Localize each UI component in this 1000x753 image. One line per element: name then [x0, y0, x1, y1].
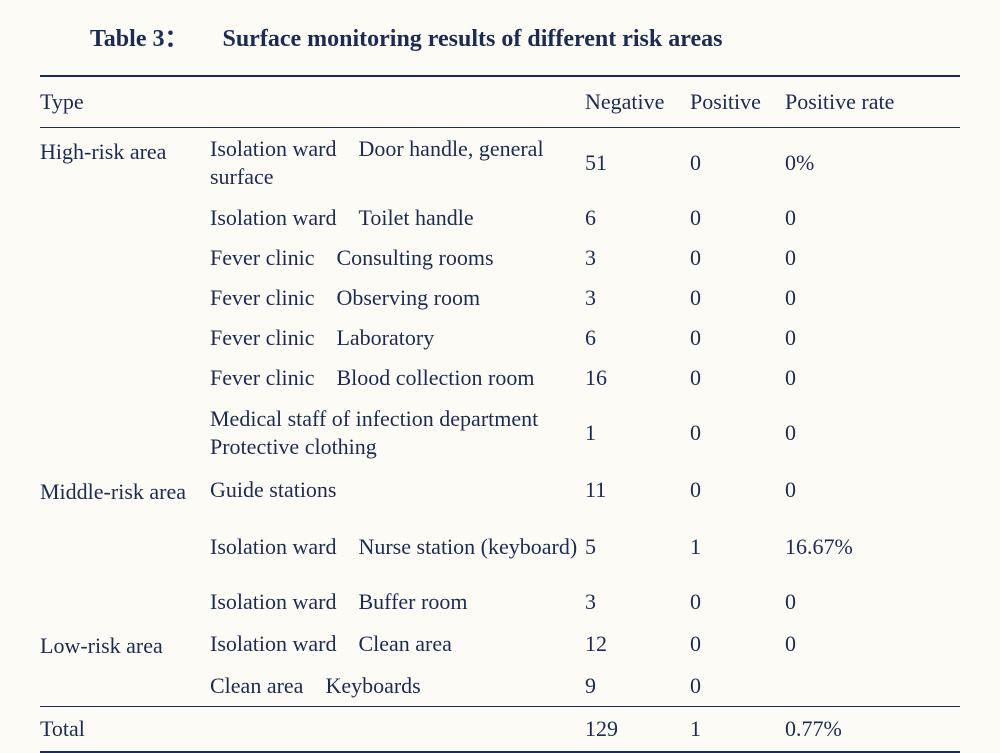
- table-caption: Surface monitoring results of different …: [194, 26, 722, 53]
- table-row: Isolation wardBuffer room300: [40, 582, 960, 622]
- cell-desc: Fever clinicConsulting rooms: [210, 238, 585, 278]
- total-positive: 1: [690, 707, 785, 753]
- cell-type: [40, 238, 210, 278]
- cell-posrate: 0: [785, 198, 960, 238]
- cell-positive: 0: [690, 582, 785, 622]
- cell-posrate: 0: [785, 398, 960, 468]
- results-table: Type Negative Positive Positive rate Hig…: [40, 75, 960, 753]
- cell-desc: Isolation wardNurse station (keyboard): [210, 512, 585, 582]
- cell-type: Middle-risk area: [40, 468, 210, 512]
- cell-type: [40, 582, 210, 622]
- cell-negative: 3: [585, 238, 690, 278]
- cell-negative: 11: [585, 468, 690, 512]
- cell-posrate: 0: [785, 278, 960, 318]
- total-negative: 129: [585, 707, 690, 753]
- cell-posrate: 0: [785, 468, 960, 512]
- cell-type: [40, 666, 210, 707]
- cell-negative: 1: [585, 398, 690, 468]
- cell-negative: 51: [585, 128, 690, 199]
- cell-desc: Medical staff of infection departmentPro…: [210, 398, 585, 468]
- cell-posrate: 16.67%: [785, 512, 960, 582]
- col-negative: Negative: [585, 76, 690, 128]
- cell-posrate: 0%: [785, 128, 960, 199]
- total-label: Total: [40, 707, 585, 753]
- page: Table 3： Surface monitoring results of d…: [0, 0, 1000, 753]
- cell-positive: 0: [690, 622, 785, 666]
- cell-posrate: 0: [785, 622, 960, 666]
- table-row: Medical staff of infection departmentPro…: [40, 398, 960, 468]
- cell-type: [40, 512, 210, 582]
- table-row: Fever clinicConsulting rooms300: [40, 238, 960, 278]
- total-posrate: 0.77%: [785, 707, 960, 753]
- table-number: Table 3：: [90, 18, 188, 53]
- cell-type: [40, 358, 210, 398]
- table-row: High-risk areaIsolation wardDoor handle,…: [40, 128, 960, 199]
- table-row: Middle-risk areaGuide stations1100: [40, 468, 960, 512]
- cell-positive: 0: [690, 278, 785, 318]
- cell-type: [40, 198, 210, 238]
- cell-desc: Isolation wardBuffer room: [210, 582, 585, 622]
- cell-positive: 0: [690, 398, 785, 468]
- cell-negative: 9: [585, 666, 690, 707]
- table-row: Isolation wardToilet handle600: [40, 198, 960, 238]
- cell-positive: 0: [690, 198, 785, 238]
- cell-positive: 1: [690, 512, 785, 582]
- cell-positive: 0: [690, 666, 785, 707]
- cell-negative: 3: [585, 582, 690, 622]
- cell-positive: 0: [690, 238, 785, 278]
- cell-posrate: 0: [785, 238, 960, 278]
- table-row: Fever clinicLaboratory600: [40, 318, 960, 358]
- col-posrate: Positive rate: [785, 76, 960, 128]
- cell-desc: Clean areaKeyboards: [210, 666, 585, 707]
- table-row: Fever clinicBlood collection room1600: [40, 358, 960, 398]
- cell-negative: 3: [585, 278, 690, 318]
- cell-desc: Fever clinicBlood collection room: [210, 358, 585, 398]
- table-row: Clean areaKeyboards90: [40, 666, 960, 707]
- cell-positive: 0: [690, 468, 785, 512]
- table-row: Fever clinicObserving room300: [40, 278, 960, 318]
- col-type: Type: [40, 76, 585, 128]
- cell-negative: 16: [585, 358, 690, 398]
- cell-type: [40, 278, 210, 318]
- cell-posrate: 0: [785, 582, 960, 622]
- cell-positive: 0: [690, 318, 785, 358]
- table-row: Low-risk areaIsolation wardClean area120…: [40, 622, 960, 666]
- cell-type: Low-risk area: [40, 622, 210, 666]
- cell-desc: Fever clinicLaboratory: [210, 318, 585, 358]
- cell-negative: 12: [585, 622, 690, 666]
- table-title: Table 3： Surface monitoring results of d…: [40, 18, 960, 75]
- table-total-row: Total 129 1 0.77%: [40, 707, 960, 753]
- cell-positive: 0: [690, 128, 785, 199]
- table-header-row: Type Negative Positive Positive rate: [40, 76, 960, 128]
- cell-desc: Isolation wardToilet handle: [210, 198, 585, 238]
- table-body: High-risk areaIsolation wardDoor handle,…: [40, 128, 960, 707]
- cell-posrate: [785, 666, 960, 707]
- cell-negative: 5: [585, 512, 690, 582]
- cell-type: [40, 318, 210, 358]
- table-row: Isolation wardNurse station (keyboard)51…: [40, 512, 960, 582]
- cell-negative: 6: [585, 198, 690, 238]
- cell-negative: 6: [585, 318, 690, 358]
- cell-posrate: 0: [785, 358, 960, 398]
- cell-positive: 0: [690, 358, 785, 398]
- col-positive: Positive: [690, 76, 785, 128]
- cell-type: [40, 398, 210, 468]
- cell-posrate: 0: [785, 318, 960, 358]
- cell-desc: Isolation wardDoor handle, general surfa…: [210, 128, 585, 199]
- cell-desc: Guide stations: [210, 468, 585, 512]
- cell-desc: Isolation wardClean area: [210, 622, 585, 666]
- cell-desc: Fever clinicObserving room: [210, 278, 585, 318]
- cell-type: High-risk area: [40, 128, 210, 199]
